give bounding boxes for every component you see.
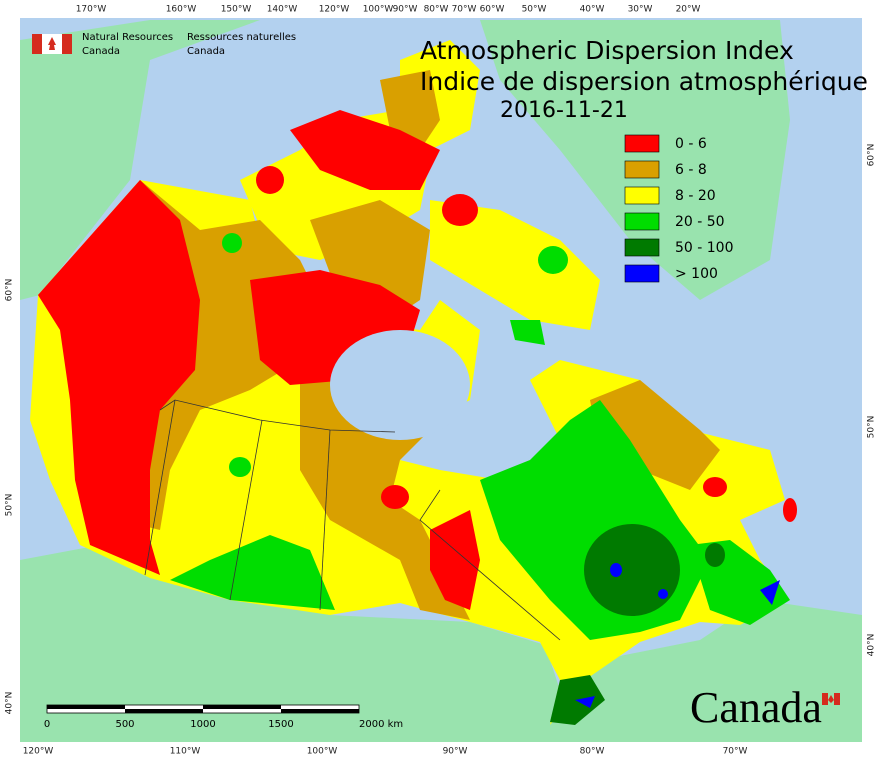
lon-label: 160°W: [166, 5, 197, 15]
logo-text: Canada: [187, 46, 225, 57]
flag-bar: [822, 693, 828, 705]
zone-poly: [658, 589, 668, 599]
zone-poly: [290, 110, 440, 190]
zone-poly: [510, 320, 545, 345]
scale-seg: [281, 709, 359, 713]
zone-poly: [760, 580, 780, 605]
zone-poly: [222, 233, 242, 253]
usa: [20, 545, 862, 742]
logo-text: Canada: [82, 46, 120, 57]
lon-label: 70°W: [723, 747, 748, 757]
lon-label: 110°W: [170, 747, 201, 757]
legend-label: 6 - 8: [675, 162, 707, 178]
scale-seg: [203, 705, 281, 709]
scale-label: 1500: [268, 719, 293, 730]
lon-label: 170°W: [76, 5, 107, 15]
foreign-land: [20, 20, 862, 742]
scale-label: 0: [44, 719, 50, 730]
logo-text: Natural Resources: [82, 32, 173, 43]
lat-label: 40°N: [5, 692, 15, 715]
lon-label: 120°W: [23, 747, 54, 757]
zone-poly: [575, 696, 595, 708]
zone-poly: [705, 543, 725, 567]
flag-bar: [32, 34, 42, 54]
zone-poly: [381, 485, 409, 509]
scale-seg: [47, 705, 125, 709]
legend-label: > 100: [675, 266, 718, 282]
hudson-bay: [330, 330, 470, 440]
zone-poly: [430, 510, 480, 610]
zone-poly: [610, 563, 622, 577]
lon-label: 20°W: [676, 5, 701, 15]
title-fr: Indice de dispersion atmosphérique: [420, 67, 868, 96]
zone-poly: [538, 246, 568, 274]
zone-poly: [590, 380, 720, 490]
date: 2016-11-21: [500, 98, 628, 123]
legend-swatch: [624, 186, 660, 205]
zone-poly: [229, 457, 251, 477]
lon-label: 140°W: [267, 5, 298, 15]
legend-label: 8 - 20: [675, 188, 716, 204]
lat-label: 40°N: [867, 634, 877, 657]
scale-label: 2000 km: [359, 719, 403, 730]
scale-label: 500: [115, 719, 134, 730]
legend-label: 0 - 6: [675, 136, 707, 152]
zone-poly: [170, 535, 335, 610]
zone-poly: [38, 180, 200, 575]
zone-poly: [256, 166, 284, 194]
zone-poly: [430, 200, 600, 330]
lon-label: 90°W: [393, 5, 418, 15]
lon-label: 70°W: [452, 5, 477, 15]
border: [229, 419, 263, 601]
legend-swatch: [624, 264, 660, 283]
lon-label: 100°W: [363, 5, 394, 15]
wordmark: Canada: [690, 683, 822, 732]
border: [144, 399, 176, 576]
lon-label: 80°W: [424, 5, 449, 15]
lat-label: 50°N: [867, 416, 877, 439]
legend-swatch: [624, 134, 660, 153]
legend-swatch: [624, 238, 660, 257]
lon-label: 40°W: [580, 5, 605, 15]
flag-bar: [834, 693, 840, 705]
zone-poly: [584, 524, 680, 616]
legend-swatch: [624, 212, 660, 231]
lat-label: 60°N: [5, 279, 15, 302]
lon-label: 120°W: [319, 5, 350, 15]
scale-seg: [125, 709, 203, 713]
border: [419, 489, 561, 641]
lon-label: 50°W: [522, 5, 547, 15]
logo-flag: [32, 34, 840, 705]
legend-label: 20 - 50: [675, 214, 725, 230]
zone-poly: [783, 498, 797, 522]
scale-label: 1000: [190, 719, 215, 730]
lon-label: 60°W: [480, 5, 505, 15]
legend-label: 50 - 100: [675, 240, 734, 256]
title: Atmospheric Dispersion Index: [420, 36, 794, 65]
legend-swatch: [624, 160, 660, 179]
logo-text: Ressources naturelles: [187, 32, 296, 43]
flag-leaf: [48, 37, 56, 50]
flag-leaf: [828, 695, 834, 703]
alaska: [20, 20, 260, 300]
lat-label: 50°N: [5, 494, 15, 517]
lat-label: 60°N: [867, 144, 877, 167]
lon-label: 150°W: [221, 5, 252, 15]
zone-poly: [442, 194, 478, 226]
flag-bar: [62, 34, 72, 54]
lon-label: 90°W: [443, 747, 468, 757]
canada: [30, 40, 797, 725]
greenland: [480, 20, 790, 300]
border: [159, 399, 396, 433]
lon-label: 30°W: [628, 5, 653, 15]
zone-poly: [703, 477, 727, 497]
scale-bar: [46, 704, 360, 714]
lon-label: 80°W: [580, 747, 605, 757]
lon-label: 100°W: [307, 747, 338, 757]
border: [319, 429, 331, 611]
